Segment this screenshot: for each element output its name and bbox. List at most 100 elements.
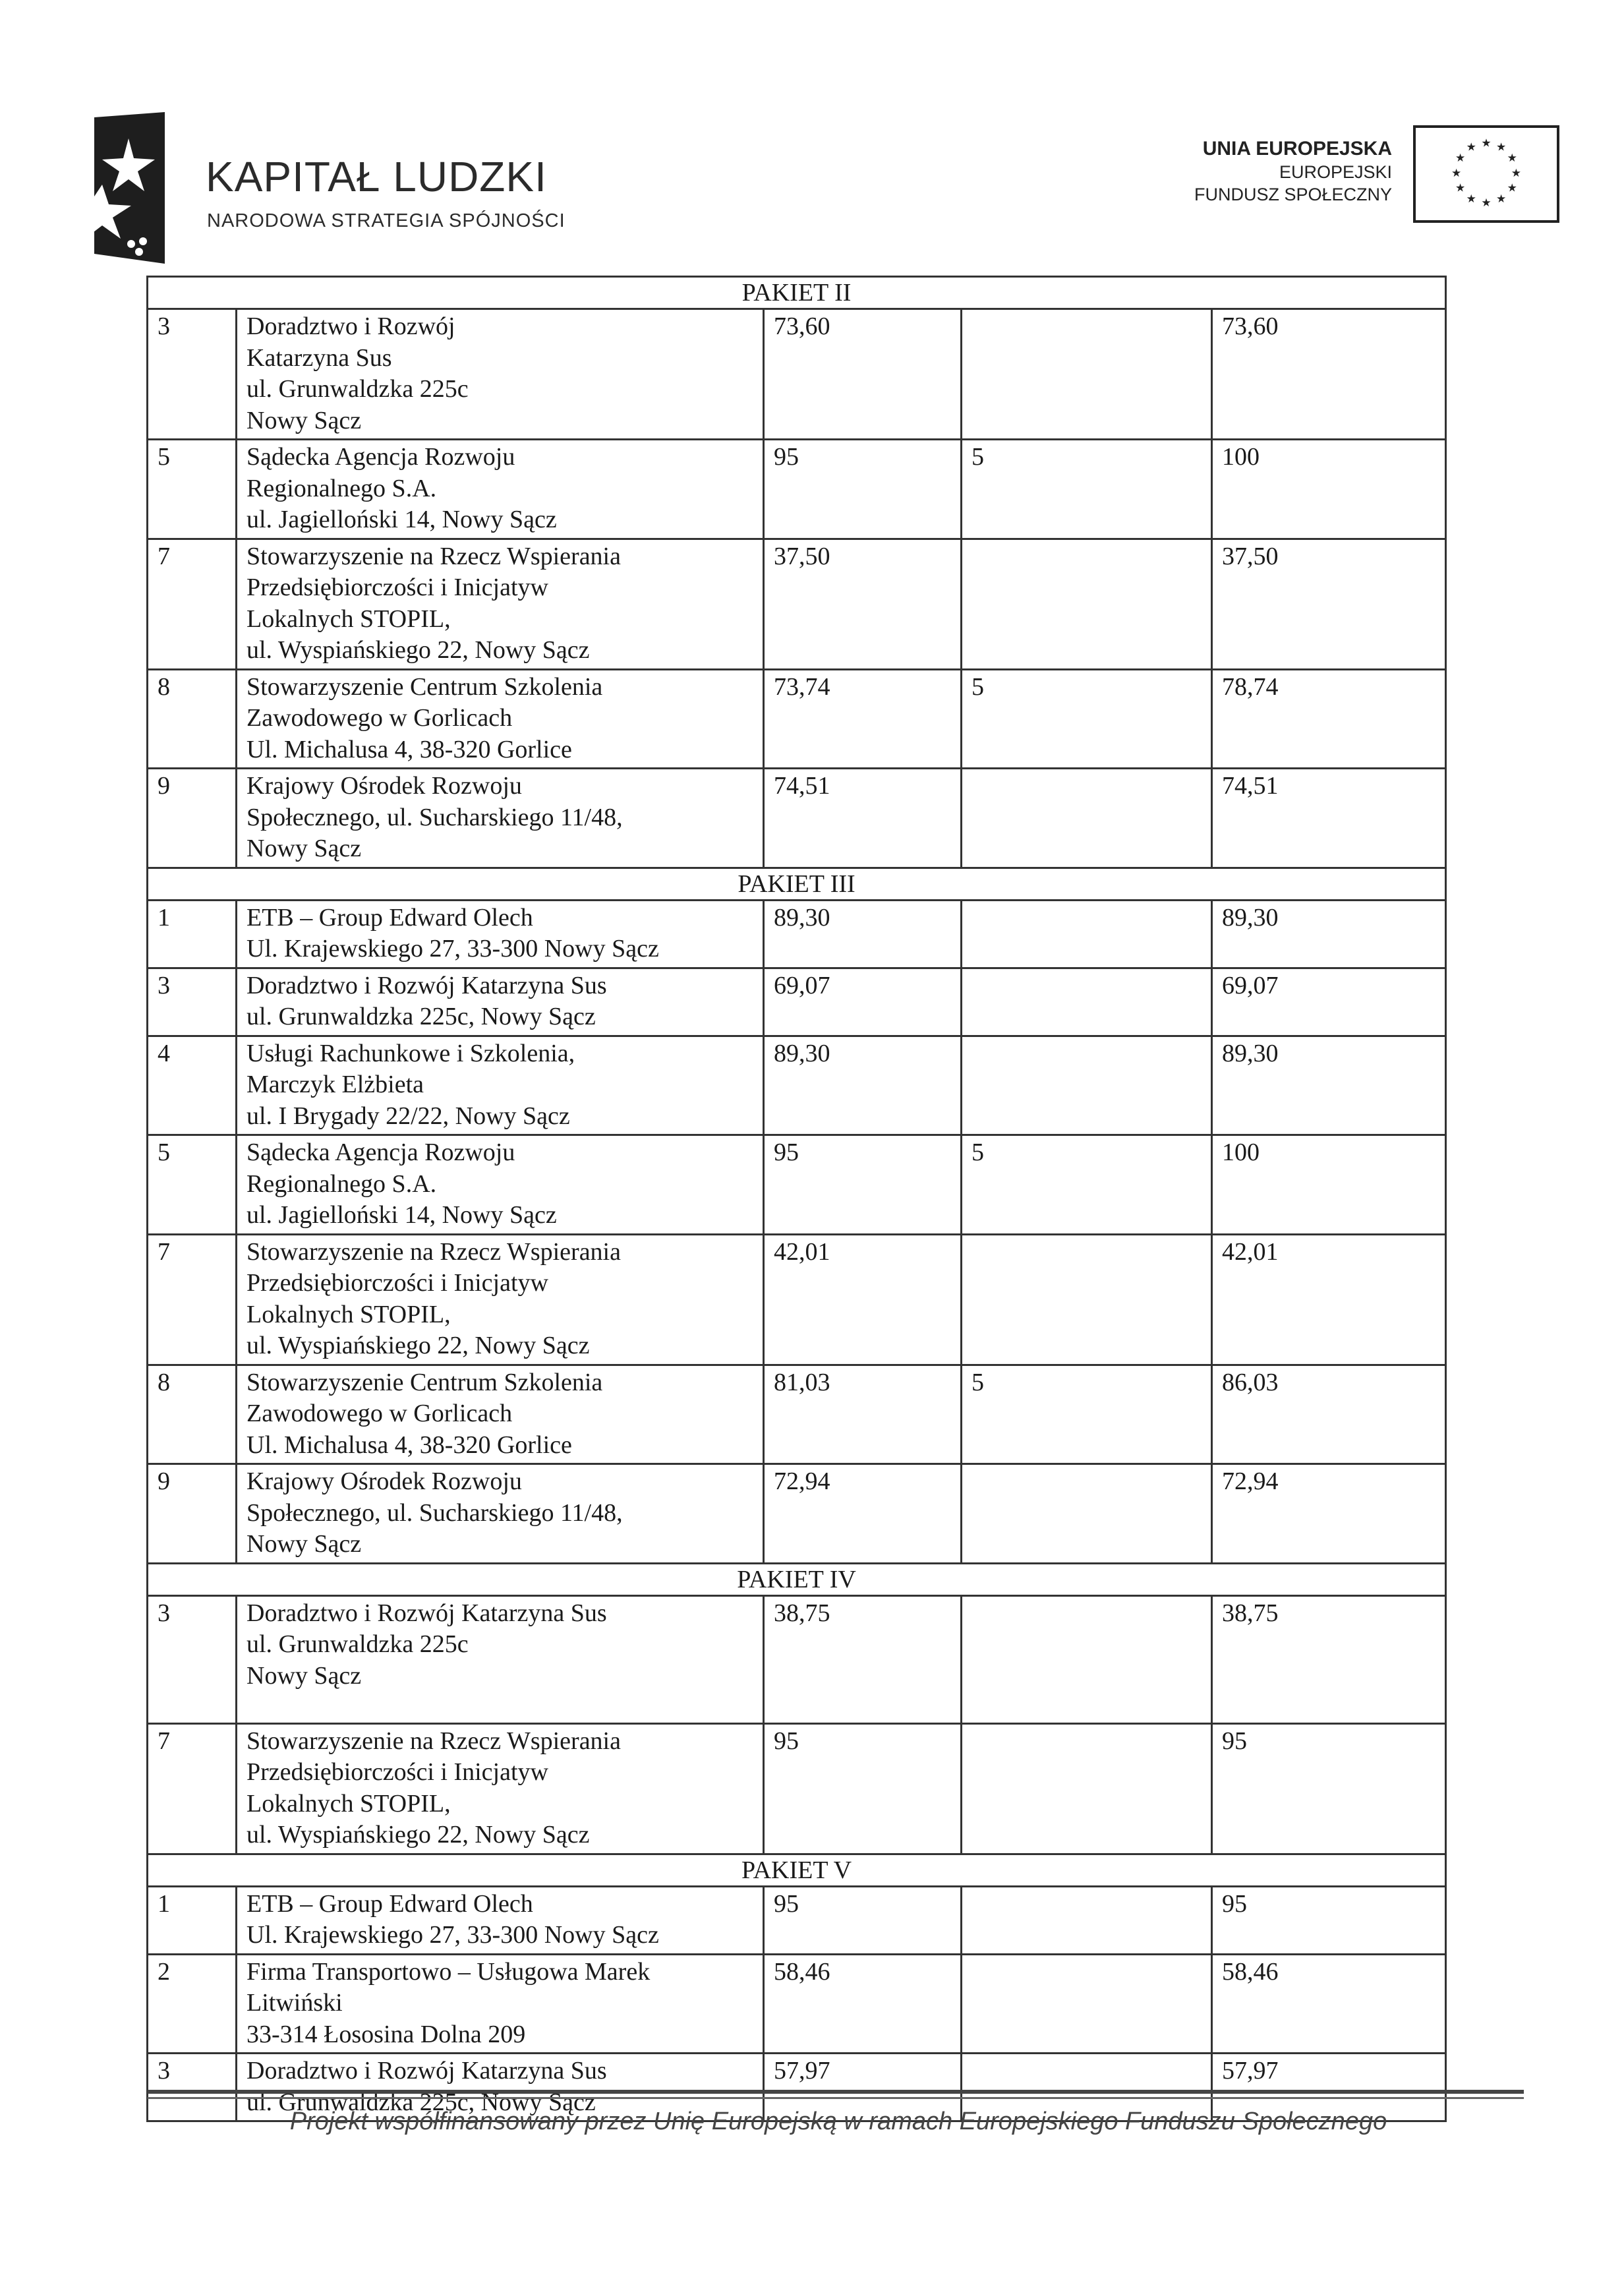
- cell-total: 73,60: [1210, 308, 1447, 440]
- name-line: Stowarzyszenie Centrum Szkolenia: [246, 672, 603, 701]
- section-header-row: PAKIET V: [146, 1852, 1447, 1887]
- name-line: ul. Grunwaldzka 225c: [246, 1630, 469, 1658]
- cell-total: 69,07: [1210, 966, 1447, 1037]
- cell-score-2: 5: [960, 1134, 1213, 1235]
- results-table: PAKIET II 3 Doradztwo i Rozwój Katarzyna Su…: [146, 276, 1447, 2122]
- cell-score-2: [960, 966, 1213, 1037]
- cell-number: 1: [146, 1885, 237, 1955]
- logo-title: KAPITAŁ LUDZKI: [206, 153, 547, 200]
- eu-star-icon: ★: [1496, 192, 1506, 205]
- name-line: ul. I Brygady 22/22, Nowy Sącz: [246, 1102, 570, 1130]
- table-row: 3 Doradztwo i Rozwój Katarzyna Sus ul. Gru…: [146, 966, 1447, 1037]
- name-line: Stowarzyszenie Centrum Szkolenia: [246, 1368, 603, 1396]
- cell-total: 78,74: [1210, 668, 1447, 769]
- cell-score-1: 38,75: [763, 1594, 962, 1725]
- cell-name: Stowarzyszenie Centrum Szkolenia Zawodowe…: [235, 668, 765, 769]
- cell-total: 72,94: [1210, 1463, 1447, 1564]
- name-line: Nowy Sącz: [246, 1661, 362, 1690]
- table-row: 9 Krajowy Ośrodek Rozwoju Społecznego, ul.…: [146, 1463, 1447, 1564]
- cell-total: 89,30: [1210, 899, 1447, 969]
- cell-total: 100: [1210, 1134, 1447, 1235]
- cell-name: Stowarzyszenie na Rzecz Wspierania Przeds…: [235, 1722, 765, 1855]
- cell-number: 9: [146, 767, 237, 869]
- kapital-ludzki-logo-icon: [63, 112, 165, 264]
- table-row: 3 Doradztwo i Rozwój Katarzyna Sus ul. Grun…: [146, 308, 1447, 440]
- cell-name: ETB – Group Edward Olech Ul. Krajewskiego…: [235, 1885, 765, 1955]
- section-title: PAKIET II: [146, 276, 1447, 310]
- name-line: Stowarzyszenie na Rzecz Wspierania: [246, 542, 621, 570]
- cell-number: 3: [146, 308, 237, 440]
- cell-name: Doradztwo i Rozwój Katarzyna Sus ul. Grun…: [235, 2052, 765, 2122]
- cell-name: Doradztwo i Rozwój Katarzyna Sus ul. Grunw…: [235, 308, 765, 440]
- name-line: ul. Wyspiańskiego 22, Nowy Sącz: [246, 1821, 590, 1849]
- name-line: Sądecka Agencja Rozwoju: [246, 1139, 515, 1166]
- name-line: Ul. Krajewskiego 27, 33-300 Nowy Sącz: [246, 1921, 659, 1949]
- cell-number: 1: [146, 899, 237, 969]
- cell-score-1: 89,30: [763, 1034, 962, 1136]
- cell-number: 3: [146, 2052, 237, 2122]
- table-row: 4 Usługi Rachunkowe i Szkolenia, Marczyk E…: [146, 1034, 1447, 1136]
- name-line: Społecznego, ul. Sucharskiego 11/48,: [246, 803, 623, 831]
- cell-number: 4: [146, 1034, 237, 1136]
- cell-number: 8: [146, 668, 237, 769]
- name-line: Przedsiębiorczości i Inicjatyw: [246, 574, 548, 601]
- cell-score-1: 73,60: [763, 308, 962, 440]
- table-row: 7 Stowarzyszenie na Rzecz Wspierania Przed…: [146, 1722, 1447, 1855]
- table-row: 3 Doradztwo i Rozwój Katarzyna Sus ul. Gru…: [146, 2052, 1447, 2122]
- table-row: 5 Sądecka Agencja Rozwoju Regionalnego S.A…: [146, 438, 1447, 540]
- cell-number: 8: [146, 1363, 237, 1465]
- cell-score-2: [960, 308, 1213, 440]
- eu-logo-text: UNIA EUROPEJSKA EUROPEJSKI FUNDUSZ SPOŁE…: [1194, 137, 1392, 206]
- name-line: Zawodowego w Gorlicach: [246, 1400, 513, 1427]
- cell-score-2: [960, 2052, 1213, 2122]
- cell-score-1: 81,03: [763, 1363, 962, 1465]
- name-line: ul. Jagielloński 14, Nowy Sącz: [246, 506, 557, 533]
- eu-line1: UNIA EUROPEJSKA: [1202, 138, 1392, 160]
- name-line: ul. Grunwaldzka 225c: [246, 375, 469, 403]
- cell-total: 95: [1210, 1885, 1447, 1955]
- table-row: 2 Firma Transportowo – Usługowa Marek Litw…: [146, 1953, 1447, 2054]
- name-line: Lokalnych STOPIL,: [246, 1789, 451, 1818]
- table-row: 3 Doradztwo i Rozwój Katarzyna Sus ul. Gru…: [146, 1594, 1447, 1725]
- name-line: Doradztwo i Rozwój Katarzyna Sus: [246, 2057, 607, 2085]
- name-line: Przedsiębiorczości i Inicjatyw: [246, 1269, 548, 1297]
- cell-score-2: [960, 767, 1213, 869]
- name-line: ul. Wyspiańskiego 22, Nowy Sącz: [246, 1332, 590, 1359]
- name-line: ul. Wyspiańskiego 22, Nowy Sącz: [246, 636, 590, 664]
- name-line: Nowy Sącz: [246, 835, 362, 862]
- cell-score-2: 5: [960, 668, 1213, 769]
- name-line: Krajowy Ośrodek Rozwoju: [246, 1467, 522, 1495]
- section-header-row: PAKIET III: [146, 866, 1447, 901]
- cell-score-2: [960, 1034, 1213, 1136]
- name-line: Doradztwo i Rozwój Katarzyna Sus: [246, 1599, 607, 1627]
- name-line: Ul. Michalusa 4, 38-320 Gorlice: [246, 1431, 572, 1459]
- name-line: Marczyk Elżbieta: [246, 1071, 424, 1098]
- name-line: Litwiński: [246, 1989, 343, 2017]
- cell-name: Firma Transportowo – Usługowa Marek Litwi…: [235, 1953, 765, 2054]
- table-row: 7 Stowarzyszenie na Rzecz Wspierania Przed…: [146, 537, 1447, 670]
- eu-star-icon: ★: [1466, 140, 1476, 153]
- cell-score-2: [960, 1953, 1213, 2054]
- cell-name: Doradztwo i Rozwój Katarzyna Sus ul. Grun…: [235, 966, 765, 1037]
- cell-number: 3: [146, 1594, 237, 1725]
- cell-name: Usługi Rachunkowe i Szkolenia, Marczyk El…: [235, 1034, 765, 1136]
- cell-number: 7: [146, 537, 237, 670]
- name-line: Nowy Sącz: [246, 1530, 362, 1558]
- cell-score-2: [960, 1463, 1213, 1564]
- cell-score-1: 37,50: [763, 537, 962, 670]
- cell-name: Stowarzyszenie na Rzecz Wspierania Przeds…: [235, 537, 765, 670]
- table-row: 8 Stowarzyszenie Centrum Szkolenia Zawodow…: [146, 668, 1447, 769]
- cell-name: Stowarzyszenie na Rzecz Wspierania Przeds…: [235, 1233, 765, 1366]
- cell-total: 42,01: [1210, 1233, 1447, 1366]
- name-line: Nowy Sącz: [246, 406, 362, 434]
- section-header-row: PAKIET II: [146, 276, 1447, 310]
- name-line: Doradztwo i Rozwój: [246, 312, 455, 340]
- cell-score-1: 95: [763, 1885, 962, 1955]
- table-row: 5 Sądecka Agencja Rozwoju Regionalnego S.A…: [146, 1134, 1447, 1235]
- cell-total: 89,30: [1210, 1034, 1447, 1136]
- cell-number: 2: [146, 1953, 237, 2054]
- logo-subtitle: NARODOWA STRATEGIA SPÓJNOŚCI: [207, 210, 566, 231]
- eu-star-icon: ★: [1481, 196, 1491, 209]
- cell-name: Doradztwo i Rozwój Katarzyna Sus ul. Grun…: [235, 1594, 765, 1725]
- cell-score-1: 95: [763, 1722, 962, 1855]
